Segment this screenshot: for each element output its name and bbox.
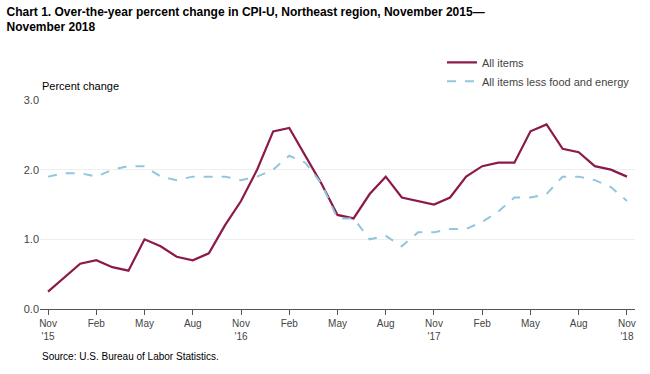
svg-text:Feb: Feb — [281, 318, 299, 329]
svg-text:Nov'17: Nov'17 — [425, 318, 443, 342]
svg-text:Aug: Aug — [377, 318, 395, 329]
svg-text:Nov'18: Nov'18 — [618, 318, 636, 342]
svg-text:Feb: Feb — [474, 318, 492, 329]
svg-text:Nov'15: Nov'15 — [39, 318, 57, 342]
svg-text:Aug: Aug — [570, 318, 588, 329]
svg-text:May: May — [328, 318, 347, 329]
svg-text:All items: All items — [482, 57, 524, 69]
svg-text:Nov'16: Nov'16 — [232, 318, 250, 342]
svg-text:3.0: 3.0 — [24, 94, 39, 106]
svg-text:All items less food and energy: All items less food and energy — [482, 76, 629, 88]
svg-text:May: May — [521, 318, 540, 329]
svg-text:0.0: 0.0 — [24, 303, 39, 315]
svg-text:Feb: Feb — [88, 318, 106, 329]
svg-text:Source: U.S. Bureau of Labor S: Source: U.S. Bureau of Labor Statistics. — [42, 351, 219, 362]
svg-text:Aug: Aug — [184, 318, 202, 329]
svg-text:May: May — [135, 318, 154, 329]
svg-text:2.0: 2.0 — [24, 164, 39, 176]
svg-text:Percent change: Percent change — [42, 80, 119, 92]
svg-text:1.0: 1.0 — [24, 233, 39, 245]
svg-text:Chart 1. Over-the-year percent: Chart 1. Over-the-year percent change in… — [7, 5, 485, 35]
